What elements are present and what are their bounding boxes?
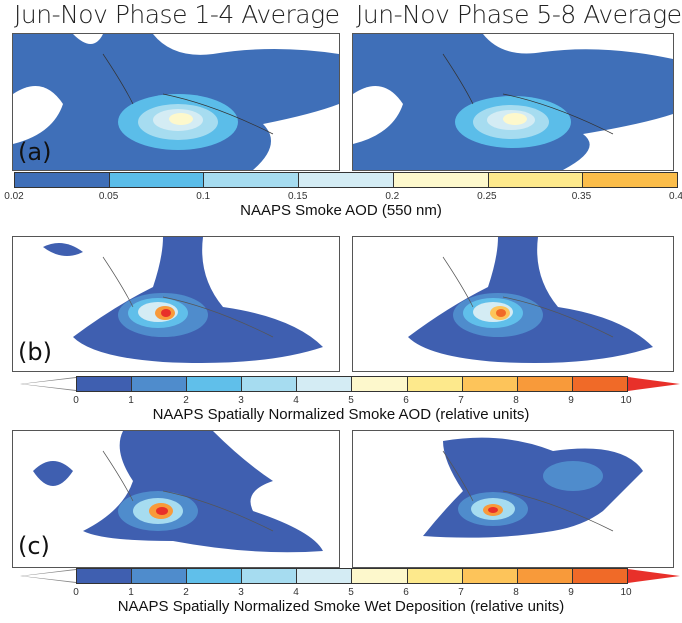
colorbar-over-triangle: [628, 569, 680, 583]
colorbar-tick-label: 3: [238, 587, 244, 598]
colorbar-tick-label: 0.2: [385, 191, 400, 202]
colorbar-tick-label: 2: [183, 395, 189, 406]
colorbar-swatch: [407, 377, 463, 391]
panel-label-c: (c): [18, 532, 50, 560]
colorbar-tick-label: 0.05: [98, 191, 119, 202]
colorbar-swatch: [517, 569, 573, 583]
colorbar-tick-label: 7: [458, 395, 464, 406]
colorbar-swatch: [572, 377, 627, 391]
colorbar-tick-label: 0.1: [196, 191, 211, 202]
colorbar-swatch: [407, 569, 463, 583]
colorbar-swatch: [462, 377, 518, 391]
panel-label-a: (a): [18, 138, 52, 166]
colorbar-tick-label: 0: [73, 587, 79, 598]
colorbar-tick-label: 0.4: [669, 191, 682, 202]
colorbar-swatch: [393, 173, 489, 187]
colorbar-swatch: [352, 377, 408, 391]
colorbar-swatch: [77, 569, 133, 583]
colorbar-tick-label: 1: [128, 395, 134, 406]
title-phase-5-8: Jun-Nov Phase 5-8 Average: [356, 0, 682, 29]
colorbar-swatch: [242, 377, 298, 391]
colorbar-swatch: [572, 569, 627, 583]
colorbar-swatch: [187, 569, 243, 583]
colorbar-swatch: [132, 377, 188, 391]
colorbar-swatch: [462, 569, 518, 583]
map-a-phase-5-8: [352, 33, 674, 171]
colorbar-swatch: [204, 173, 300, 187]
colorbar-tick-label: 4: [293, 587, 299, 598]
colorbar-swatch: [299, 173, 394, 187]
colorbar-label: NAAPS Spatially Normalized Smoke Wet Dep…: [117, 598, 565, 615]
colorbar-tick-label: 4: [293, 395, 299, 406]
colorbar-tick-label: 0.02: [4, 191, 24, 202]
colorbar-label: NAAPS Spatially Normalized Smoke AOD (re…: [152, 406, 530, 423]
colorbar-swatch: [517, 377, 573, 391]
colorbar-over-triangle: [628, 377, 680, 391]
colorbar-tick-label: 7: [458, 587, 464, 598]
colorbar-label: NAAPS Smoke AOD (550 nm): [240, 202, 442, 219]
colorbar-tick-label: 0.25: [477, 191, 497, 202]
colorbar-swatch: [488, 173, 584, 187]
colorbar-tick-label: 1: [128, 587, 134, 598]
colorbar-tick-label: 9: [568, 587, 574, 598]
colorbar-strip: [76, 376, 628, 392]
colorbar-swatch: [297, 569, 353, 583]
colorbar-tick-label: 5: [348, 395, 354, 406]
colorbar-tick-label: 6: [403, 395, 409, 406]
colorbar-tick-label: 6: [403, 587, 409, 598]
colorbar-swatch: [242, 569, 298, 583]
map-b-phase-5-8: [352, 236, 674, 372]
colorbar-tick-label: 0.35: [571, 191, 592, 202]
map-c-phase-1-4: [12, 430, 340, 568]
colorbar-swatch: [109, 173, 205, 187]
colorbar-tick-label: 0.15: [287, 191, 308, 202]
colorbar-swatch: [187, 377, 243, 391]
panel-label-b: (b): [18, 338, 52, 366]
colorbar-swatch: [297, 377, 353, 391]
colorbar-swatch: [15, 173, 110, 187]
colorbar-tick-label: 2: [183, 587, 189, 598]
colorbar-tick-label: 10: [620, 587, 632, 598]
colorbar-swatch: [352, 569, 408, 583]
colorbar-tick-label: 3: [238, 395, 244, 406]
title-phase-1-4: Jun-Nov Phase 1-4 Average: [14, 0, 340, 29]
colorbar-swatch: [132, 569, 188, 583]
colorbar-strip: [14, 172, 678, 188]
colorbar-swatch: [77, 377, 133, 391]
colorbar-tick-label: 9: [568, 395, 574, 406]
colorbar-tick-label: 5: [348, 587, 354, 598]
map-a-phase-1-4: [12, 33, 340, 171]
colorbar-tick-label: 10: [620, 395, 632, 406]
map-b-phase-1-4: [12, 236, 340, 372]
colorbar-tick-label: 0: [73, 395, 79, 406]
map-c-phase-5-8: [352, 430, 674, 568]
colorbar-strip: [76, 568, 628, 584]
colorbar-tick-label: 8: [513, 587, 519, 598]
colorbar-tick-label: 8: [513, 395, 519, 406]
colorbar-swatch: [583, 173, 678, 187]
